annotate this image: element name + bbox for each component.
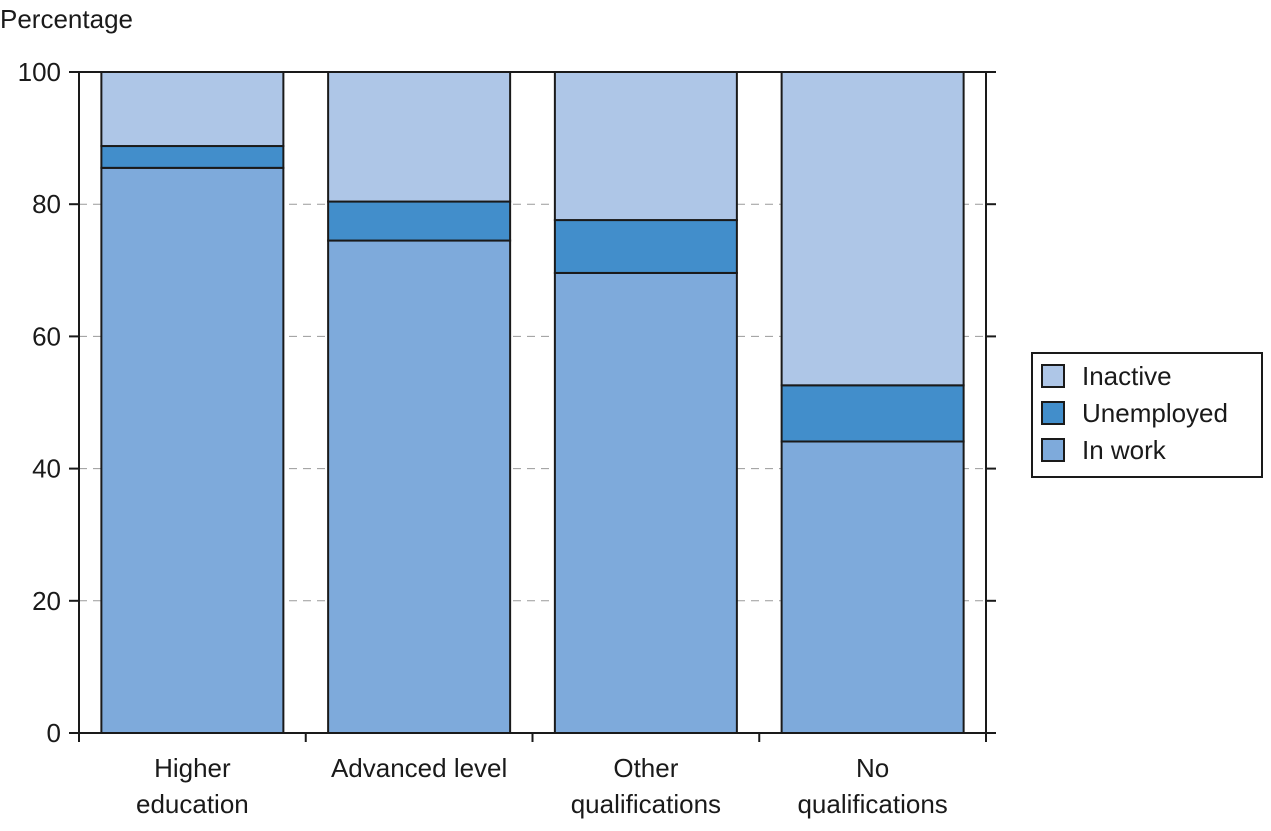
bar-segment [780, 71, 965, 387]
legend-label: In work [1082, 435, 1167, 465]
axes: 0 20 40 60 80 100 Higher education Advanced leve… [18, 57, 996, 819]
y-tick-label: 80 [32, 189, 61, 219]
legend-label: Inactive [1082, 361, 1172, 391]
bar-stack [780, 71, 965, 734]
bar-segment [100, 71, 285, 148]
bar-segment [100, 145, 285, 169]
legend-swatch [1041, 438, 1065, 462]
y-axis-title: Percentage [0, 4, 133, 34]
bar-stack [327, 71, 512, 734]
legend-swatch [1041, 401, 1065, 425]
y-tick-label: 40 [32, 454, 61, 484]
bars [100, 71, 965, 735]
bar-segment [327, 239, 512, 734]
bar-segment [780, 384, 965, 443]
y-tick-label: 0 [47, 718, 61, 748]
x-tick-label: No qualifications [797, 753, 947, 819]
legend-swatch [1041, 364, 1065, 388]
bar-stack [553, 71, 738, 734]
bar-segment [100, 166, 285, 735]
x-tick-label-line: Other [613, 753, 678, 783]
x-tick-label-line: No [856, 753, 889, 783]
x-tick-label: Advanced level [331, 753, 507, 783]
y-tick-label: 100 [18, 57, 61, 87]
y-tick-label: 20 [32, 586, 61, 616]
legend: Inactive Unemployed In work [1031, 352, 1263, 478]
bar-segment [327, 71, 512, 203]
bar-segment [553, 71, 738, 222]
legend-label: Unemployed [1082, 398, 1228, 428]
y-tick-label: 60 [32, 321, 61, 351]
x-tick-label-line: education [136, 789, 249, 819]
x-tick-label: Other qualifications [571, 753, 721, 819]
x-tick-label-line: qualifications [797, 789, 947, 819]
bar-segment [553, 219, 738, 274]
bar-segment [553, 271, 738, 734]
x-tick-label-line: qualifications [571, 789, 721, 819]
bar-stack [100, 71, 285, 735]
x-tick-label: Higher education [136, 753, 249, 819]
bar-segment [780, 440, 965, 734]
x-tick-label-line: Higher [154, 753, 231, 783]
bar-segment [327, 200, 512, 242]
gridlines [79, 203, 986, 602]
x-tick-label-line: Advanced level [331, 753, 507, 783]
legend-box [1031, 352, 1263, 478]
